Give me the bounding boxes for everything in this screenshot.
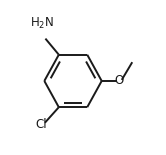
Text: H$_2$N: H$_2$N (30, 16, 54, 31)
Text: Cl: Cl (35, 118, 47, 131)
Text: O: O (115, 74, 124, 87)
